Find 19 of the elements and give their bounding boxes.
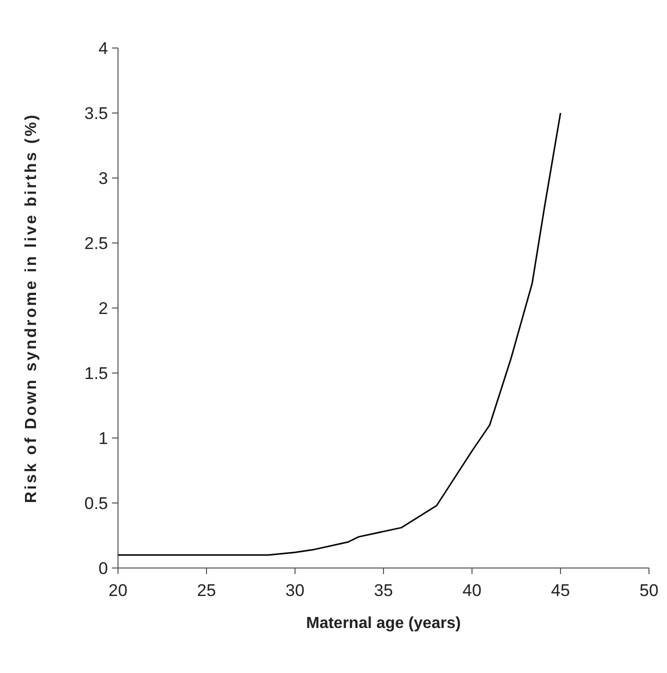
x-tick-label: 30 bbox=[286, 581, 304, 600]
x-tick-label: 20 bbox=[108, 581, 128, 600]
y-tick-label: 2.5 bbox=[84, 234, 108, 253]
y-tick-label: 1.5 bbox=[84, 364, 108, 383]
y-tick-label: 1 bbox=[98, 428, 108, 448]
x-tick-label: 40 bbox=[462, 581, 482, 600]
y-tick-label: 0.5 bbox=[84, 494, 108, 513]
y-tick-label: 4 bbox=[98, 38, 108, 58]
x-tick-label: 45 bbox=[551, 581, 570, 600]
y-tick-label: 3 bbox=[98, 168, 108, 188]
y-tick-label: 3.5 bbox=[84, 104, 108, 123]
x-axis-title: Maternal age (years) bbox=[306, 615, 461, 632]
x-tick-label: 50 bbox=[640, 581, 658, 600]
y-tick-label: 2 bbox=[98, 298, 108, 318]
x-tick-label: 25 bbox=[197, 581, 216, 600]
y-tick-label: 0 bbox=[98, 558, 108, 578]
line-series bbox=[117, 112, 562, 556]
x-tick-label: 35 bbox=[374, 581, 393, 600]
y-axis-title: Risk of Down syndrome in live births (%) bbox=[23, 112, 40, 504]
